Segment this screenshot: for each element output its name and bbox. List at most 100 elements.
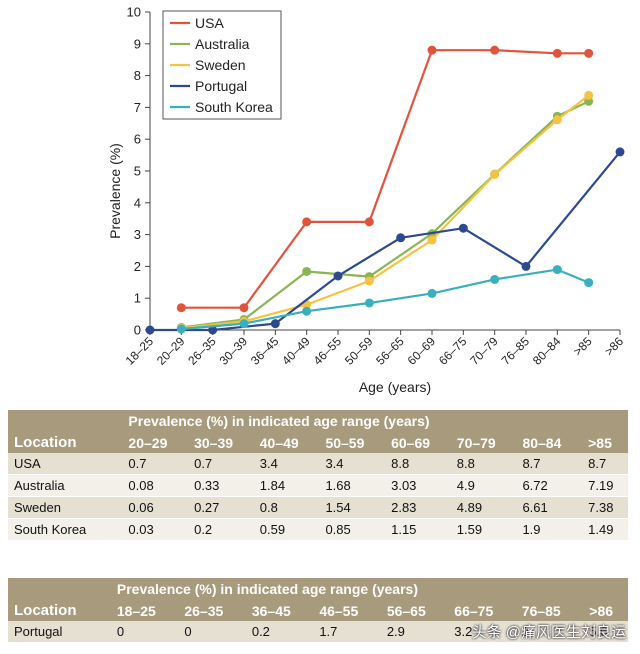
- y-tick-label: 6: [134, 132, 141, 147]
- table-cell: 0.08: [122, 474, 189, 497]
- table-cell: 1.49: [582, 518, 628, 540]
- data-point-usa: [239, 303, 249, 313]
- table-cell: 3.4: [253, 453, 320, 475]
- legend-label: Australia: [195, 36, 250, 52]
- table-row: South Korea 0.03 0.2 0.59 0.85 1.15 1.59 1.9 1.4…: [8, 518, 628, 540]
- series-line-australia: [181, 100, 590, 329]
- table-cell: 4.89: [450, 496, 517, 519]
- data-point-portugal: [270, 319, 280, 329]
- chart-legend: USA Australia Sweden Portugal South Korea: [162, 10, 282, 120]
- table-cell: 1.15: [385, 518, 451, 540]
- data-point-portugal: [333, 271, 343, 281]
- x-tick-label: >85: [570, 334, 595, 359]
- table-cell: 8.7: [516, 453, 583, 475]
- x-tick-label: 60–69: [405, 334, 439, 368]
- row-label: USA: [8, 453, 123, 475]
- x-tick-label: 80–84: [530, 334, 564, 368]
- table-cell: 0.85: [319, 518, 386, 540]
- x-tick-label: 26–35: [185, 334, 219, 368]
- data-point-sweden: [584, 90, 594, 100]
- table-cell: 0.03: [122, 518, 189, 540]
- table-cell: 4.9: [450, 474, 517, 497]
- column-header: >85: [582, 432, 628, 453]
- table-cell: 8.7: [582, 453, 628, 475]
- table-cell: 3.4: [319, 453, 386, 475]
- column-header: 36–45: [245, 600, 314, 621]
- legend-label: Portugal: [195, 78, 247, 94]
- column-header: 56–65: [380, 600, 449, 621]
- data-point-south-korea: [364, 298, 374, 308]
- prevalence-line-chart: 0 1 2 3 4 5 6 7 8 9 10 18–2520–2926–3530–3936–4540–…: [107, 5, 627, 396]
- x-tick-label: 50–59: [342, 334, 376, 368]
- chart-series: [145, 45, 625, 335]
- y-axis-title: Prevalence (%): [107, 143, 123, 239]
- prevalence-table-portugal: Prevalence (%) in indicated age range (y…: [8, 578, 628, 642]
- table-cell: 0.06: [122, 496, 189, 519]
- column-header: 60–69: [385, 432, 451, 453]
- table-cell: 0.2: [188, 518, 254, 540]
- column-header: 46–55: [313, 600, 381, 621]
- table-cell: 1.9: [516, 518, 583, 540]
- series-australia: [176, 96, 594, 332]
- column-header: >86: [583, 600, 628, 621]
- data-point-south-korea: [552, 265, 562, 275]
- data-point-south-korea: [176, 324, 186, 334]
- table-caption: Prevalence (%) in indicated age range (y…: [110, 578, 628, 600]
- data-point-south-korea: [239, 319, 249, 329]
- table-cell: 1.7: [313, 621, 381, 642]
- data-point-usa: [176, 303, 186, 313]
- x-tick-label: 56–65: [373, 334, 407, 368]
- data-point-portugal: [145, 325, 155, 335]
- series-line-portugal: [150, 151, 621, 332]
- series-sweden: [176, 90, 594, 333]
- table-row: Portugal 0 0 0.2 1.7 2.9 3.2 2 5.6: [8, 621, 628, 642]
- table-cell: 3.03: [385, 474, 451, 497]
- table-cell: 0: [178, 621, 246, 642]
- table-row: Sweden 0.06 0.27 0.8 1.54 2.83 4.89 6.61 7.38: [8, 496, 628, 519]
- data-point-south-korea: [584, 278, 594, 288]
- table-cell: 0.33: [188, 474, 254, 497]
- table-cell: 0: [110, 621, 179, 642]
- legend-label: Sweden: [195, 57, 246, 73]
- table-cell: 8.8: [385, 453, 451, 475]
- data-point-portugal: [396, 233, 406, 243]
- data-point-south-korea: [427, 288, 437, 298]
- y-tick-label: 1: [134, 291, 141, 306]
- series-south-korea: [176, 265, 594, 334]
- table-cell: 1.59: [450, 518, 517, 540]
- y-tick-label: 2: [134, 259, 141, 274]
- table-cell: 5.6: [583, 621, 628, 642]
- data-point-portugal: [458, 223, 468, 233]
- column-header: 50–59: [319, 432, 386, 453]
- table-cell: 0.2: [245, 621, 314, 642]
- series-line-south-korea: [181, 268, 590, 331]
- series-line-usa: [181, 49, 589, 309]
- x-tick-label: 46–55: [311, 334, 345, 368]
- x-tick-label: >86: [602, 334, 627, 359]
- table-cell: 0.7: [122, 453, 189, 475]
- data-point-usa: [427, 45, 437, 55]
- y-tick-label: 0: [134, 323, 141, 338]
- table-cell: 8.8: [450, 453, 517, 475]
- table-cell: 0.8: [253, 496, 320, 519]
- table-caption: Prevalence (%) in indicated age range (y…: [122, 410, 628, 432]
- y-tick-label: 5: [134, 164, 141, 179]
- data-point-australia: [302, 266, 312, 276]
- row-label: Portugal: [8, 621, 111, 642]
- data-point-usa: [552, 48, 562, 58]
- data-point-usa: [584, 48, 594, 58]
- x-tick-label: 76–85: [499, 334, 533, 368]
- table-row: USA 0.7 0.7 3.4 3.4 8.8 8.8 8.7 8.7: [8, 453, 628, 475]
- table-cell: 6.61: [516, 496, 583, 519]
- table-cell: 1.68: [319, 474, 386, 497]
- column-header: 66–75: [448, 600, 516, 621]
- table-cell: 7.19: [582, 474, 628, 497]
- table-cell: 0.7: [188, 453, 254, 475]
- data-point-south-korea: [302, 306, 312, 316]
- table-cell: 0.59: [253, 518, 320, 540]
- data-point-usa: [490, 45, 500, 55]
- series-usa: [176, 45, 594, 313]
- table-cell: 2: [515, 621, 584, 642]
- data-point-sweden: [427, 235, 437, 245]
- data-point-south-korea: [490, 274, 500, 284]
